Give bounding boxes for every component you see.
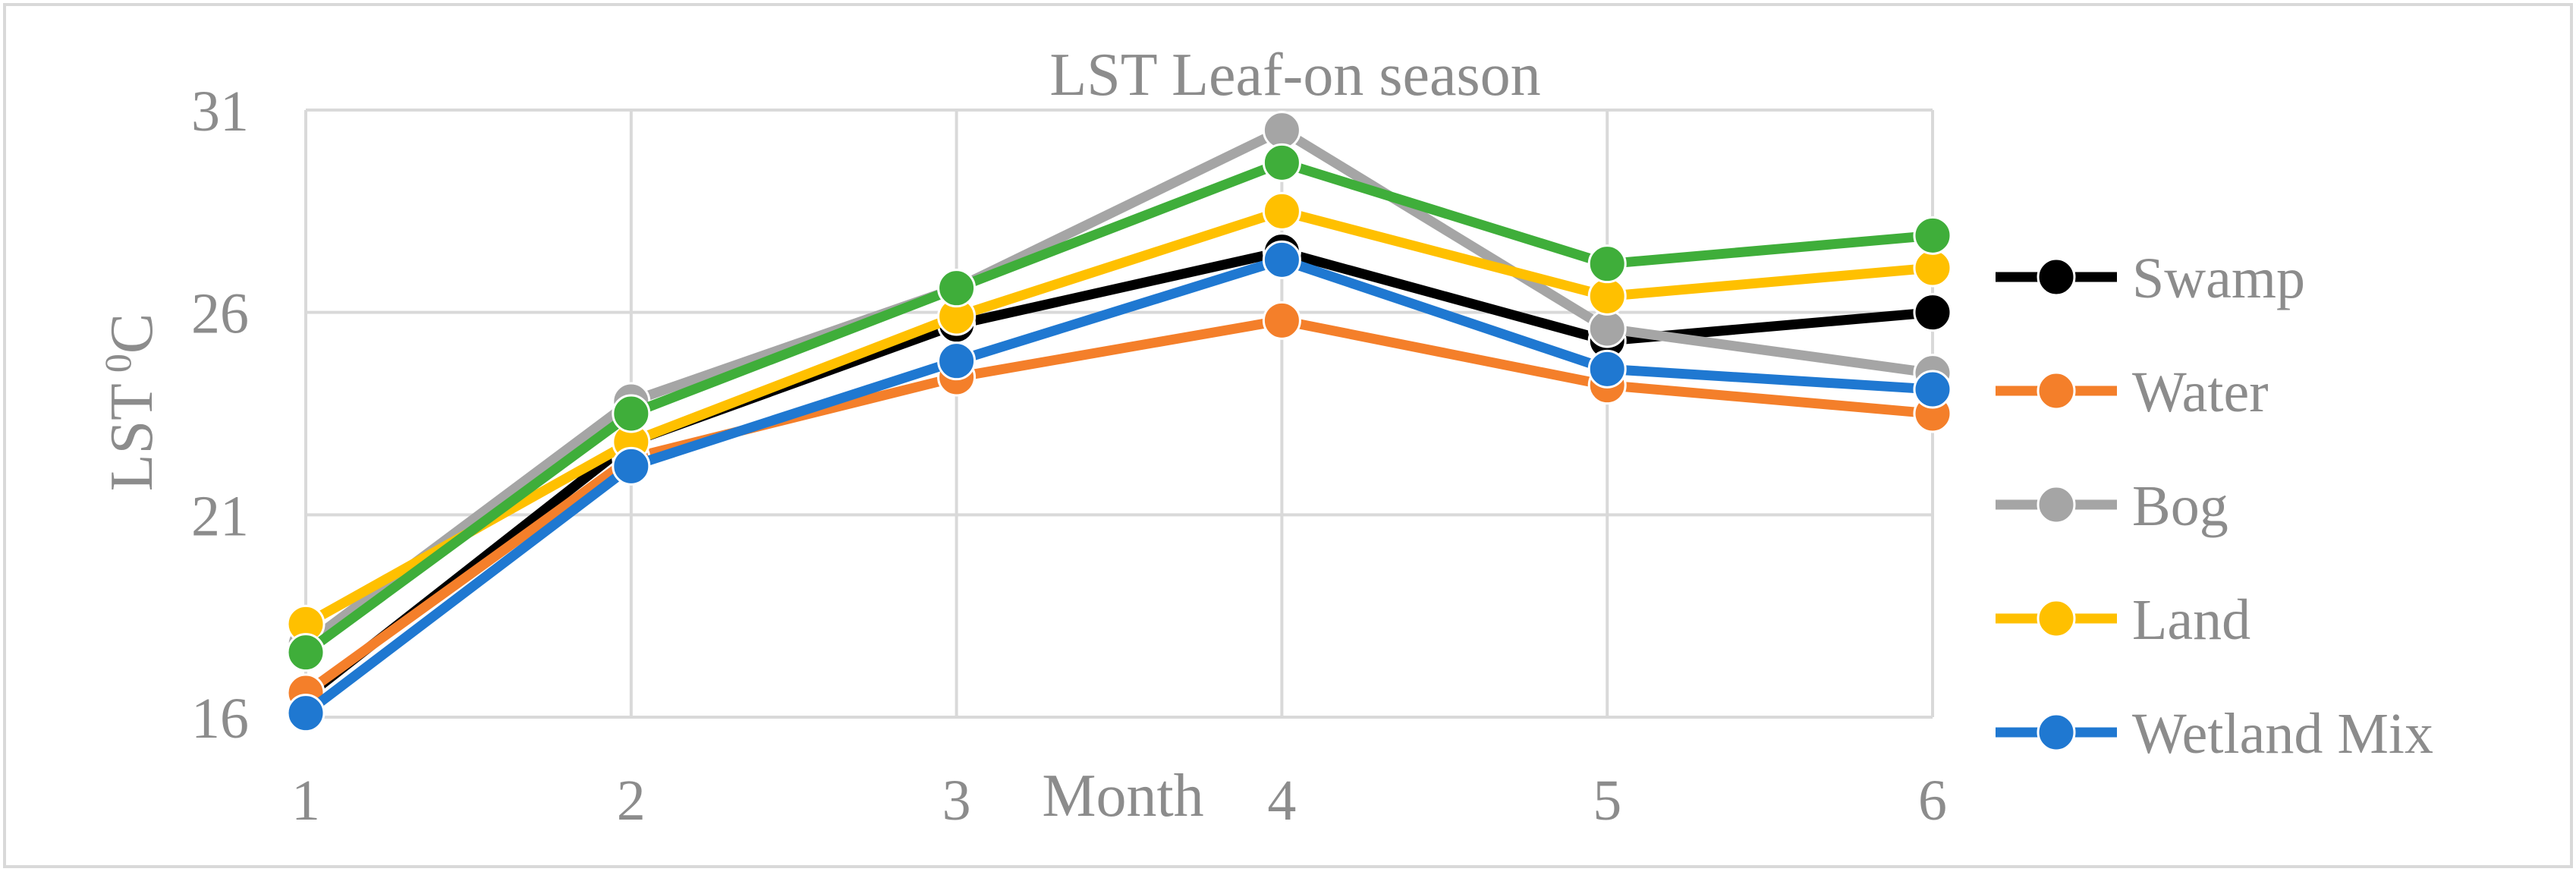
x-tick-label: 2 [617, 769, 646, 833]
series-wetland-mix [286, 240, 1952, 733]
data-point [1587, 349, 1627, 389]
legend-label: Land [2132, 588, 2250, 652]
x-tick-label: 3 [942, 769, 971, 833]
legend-label: Bog [2132, 474, 2228, 538]
data-point [1913, 370, 1952, 409]
y-tick-label: 16 [191, 687, 249, 751]
series-line [303, 254, 1933, 717]
series-land [286, 191, 1952, 644]
data-point [1587, 244, 1627, 284]
axis-ticks: 16 21 26 31 1 2 3 4 5 6 [191, 80, 1947, 833]
data-point [1262, 143, 1301, 182]
legend-swatch-marker [2037, 371, 2076, 411]
legend-item: Swamp [1996, 247, 2305, 310]
legend-swatch-marker [2037, 599, 2076, 638]
x-axis-label: Month [1042, 763, 1203, 829]
data-point [1262, 191, 1301, 231]
series-line [303, 157, 1933, 656]
data-point [612, 446, 651, 486]
x-tick-label: 1 [291, 769, 320, 833]
y-axis-label-main: LST [99, 383, 165, 491]
chart-title: LST Leaf-on season [1049, 42, 1540, 109]
data-point [1262, 301, 1301, 340]
data-point [286, 694, 326, 733]
data-point [1262, 240, 1301, 279]
legend-swatch-marker [2037, 713, 2076, 752]
series-lines [286, 111, 1952, 733]
y-axis-label-sup: 0 [96, 354, 139, 373]
legend-swatch-marker [2037, 257, 2076, 297]
y-tick-label: 31 [191, 80, 249, 143]
data-point [1913, 248, 1952, 288]
data-point [937, 269, 977, 308]
y-axis-label-unit: C [99, 313, 165, 354]
series-line [303, 206, 1933, 629]
data-point [1913, 216, 1952, 255]
y-axis-label: LST 0C [96, 313, 165, 492]
y-tick-label: 21 [191, 484, 249, 548]
data-point [1587, 276, 1627, 316]
legend-label: Wetland Mix [2132, 702, 2433, 766]
x-tick-label: 5 [1593, 769, 1621, 833]
legend-item: Water [1996, 360, 2269, 424]
series-line [303, 315, 1933, 697]
data-point [1262, 111, 1301, 150]
legend-item: Bog [1996, 474, 2228, 538]
series-unlabeled [286, 143, 1952, 672]
legend-item: Wetland Mix [1996, 702, 2433, 766]
series-line [303, 125, 1933, 649]
data-point [286, 633, 326, 672]
legend-item: Land [1996, 588, 2250, 652]
data-point [1587, 309, 1627, 348]
x-tick-label: 6 [1918, 769, 1947, 833]
data-point [1913, 293, 1952, 332]
y-tick-label: 26 [191, 282, 249, 346]
legend-swatch-marker [2037, 485, 2076, 524]
legend-label: Swamp [2132, 247, 2305, 310]
data-point [937, 342, 977, 381]
x-tick-label: 4 [1267, 769, 1296, 833]
legend: Swamp Water Bog Land Wetland Mix [1996, 247, 2433, 766]
legend-label: Water [2132, 360, 2269, 424]
data-point [612, 394, 651, 433]
